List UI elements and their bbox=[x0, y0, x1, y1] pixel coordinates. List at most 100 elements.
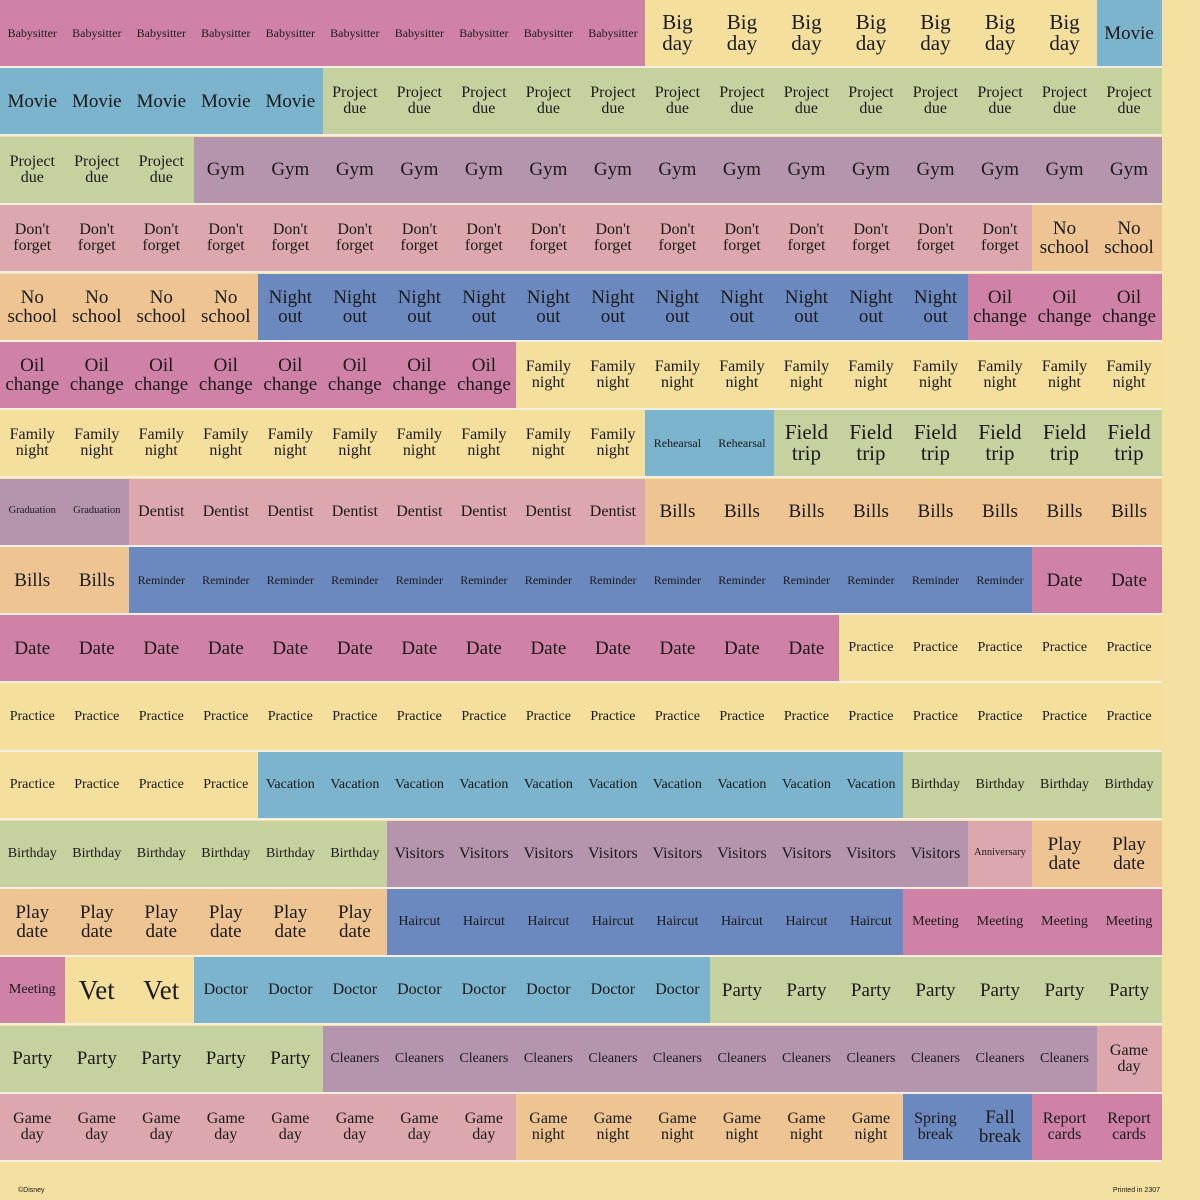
sticker-play-date[interactable]: Play date bbox=[258, 889, 323, 955]
sticker-birthday[interactable]: Birthday bbox=[323, 821, 388, 887]
sticker-game-day[interactable]: Game day bbox=[387, 1094, 452, 1160]
sticker-meeting[interactable]: Meeting bbox=[1032, 889, 1097, 955]
sticker-cleaners[interactable]: Cleaners bbox=[839, 1026, 904, 1092]
sticker-family-night[interactable]: Family night bbox=[258, 410, 323, 476]
sticker-dentist[interactable]: Dentist bbox=[581, 479, 646, 545]
sticker-reminder[interactable]: Reminder bbox=[323, 547, 388, 613]
sticker-cleaners[interactable]: Cleaners bbox=[516, 1026, 581, 1092]
sticker-gym[interactable]: Gym bbox=[645, 137, 710, 203]
sticker-oil-change[interactable]: Oil change bbox=[129, 342, 194, 408]
sticker-date[interactable]: Date bbox=[323, 615, 388, 681]
sticker-movie[interactable]: Movie bbox=[194, 68, 259, 134]
sticker-visitors[interactable]: Visitors bbox=[387, 821, 452, 887]
sticker-project-due[interactable]: Project due bbox=[323, 68, 388, 134]
sticker-visitors[interactable]: Visitors bbox=[903, 821, 968, 887]
sticker-dentist[interactable]: Dentist bbox=[387, 479, 452, 545]
sticker-no-school[interactable]: No school bbox=[1097, 205, 1162, 271]
sticker-date[interactable]: Date bbox=[645, 615, 710, 681]
sticker-gym[interactable]: Gym bbox=[710, 137, 775, 203]
sticker-don-t-forget[interactable]: Don't forget bbox=[903, 205, 968, 271]
sticker-oil-change[interactable]: Oil change bbox=[1032, 274, 1097, 340]
sticker-bills[interactable]: Bills bbox=[710, 479, 775, 545]
sticker-project-due[interactable]: Project due bbox=[1097, 68, 1162, 134]
sticker-doctor[interactable]: Doctor bbox=[194, 957, 259, 1023]
sticker-oil-change[interactable]: Oil change bbox=[323, 342, 388, 408]
sticker-vacation[interactable]: Vacation bbox=[258, 752, 323, 818]
sticker-practice[interactable]: Practice bbox=[710, 684, 775, 750]
sticker-birthday[interactable]: Birthday bbox=[0, 821, 65, 887]
sticker-meeting[interactable]: Meeting bbox=[1097, 889, 1162, 955]
sticker-date[interactable]: Date bbox=[710, 615, 775, 681]
sticker-vacation[interactable]: Vacation bbox=[452, 752, 517, 818]
sticker-game-night[interactable]: Game night bbox=[774, 1094, 839, 1160]
sticker-game-day[interactable]: Game day bbox=[129, 1094, 194, 1160]
sticker-cleaners[interactable]: Cleaners bbox=[968, 1026, 1033, 1092]
sticker-game-day[interactable]: Game day bbox=[194, 1094, 259, 1160]
sticker-haircut[interactable]: Haircut bbox=[710, 889, 775, 955]
sticker-project-due[interactable]: Project due bbox=[1032, 68, 1097, 134]
sticker-birthday[interactable]: Birthday bbox=[194, 821, 259, 887]
sticker-game-night[interactable]: Game night bbox=[839, 1094, 904, 1160]
sticker-big-day[interactable]: Big day bbox=[774, 0, 839, 66]
sticker-rehearsal[interactable]: Rehearsal bbox=[645, 410, 710, 476]
sticker-date[interactable]: Date bbox=[452, 615, 517, 681]
sticker-big-day[interactable]: Big day bbox=[903, 0, 968, 66]
sticker-movie[interactable]: Movie bbox=[0, 68, 65, 134]
sticker-oil-change[interactable]: Oil change bbox=[65, 342, 130, 408]
sticker-night-out[interactable]: Night out bbox=[387, 274, 452, 340]
sticker-gym[interactable]: Gym bbox=[1097, 137, 1162, 203]
sticker-don-t-forget[interactable]: Don't forget bbox=[645, 205, 710, 271]
sticker-vacation[interactable]: Vacation bbox=[710, 752, 775, 818]
sticker-big-day[interactable]: Big day bbox=[839, 0, 904, 66]
sticker-vacation[interactable]: Vacation bbox=[387, 752, 452, 818]
sticker-play-date[interactable]: Play date bbox=[194, 889, 259, 955]
sticker-practice[interactable]: Practice bbox=[903, 615, 968, 681]
sticker-visitors[interactable]: Visitors bbox=[710, 821, 775, 887]
sticker-practice[interactable]: Practice bbox=[323, 684, 388, 750]
sticker-doctor[interactable]: Doctor bbox=[387, 957, 452, 1023]
sticker-family-night[interactable]: Family night bbox=[1097, 342, 1162, 408]
sticker-game-night[interactable]: Game night bbox=[516, 1094, 581, 1160]
sticker-babysitter[interactable]: Babysitter bbox=[581, 0, 646, 66]
sticker-don-t-forget[interactable]: Don't forget bbox=[581, 205, 646, 271]
sticker-gym[interactable]: Gym bbox=[581, 137, 646, 203]
sticker-practice[interactable]: Practice bbox=[581, 684, 646, 750]
sticker-visitors[interactable]: Visitors bbox=[774, 821, 839, 887]
sticker-reminder[interactable]: Reminder bbox=[581, 547, 646, 613]
sticker-game-day[interactable]: Game day bbox=[0, 1094, 65, 1160]
sticker-play-date[interactable]: Play date bbox=[1032, 821, 1097, 887]
sticker-practice[interactable]: Practice bbox=[65, 684, 130, 750]
sticker-family-night[interactable]: Family night bbox=[581, 410, 646, 476]
sticker-field-trip[interactable]: Field trip bbox=[903, 410, 968, 476]
sticker-dentist[interactable]: Dentist bbox=[452, 479, 517, 545]
sticker-haircut[interactable]: Haircut bbox=[387, 889, 452, 955]
sticker-party[interactable]: Party bbox=[194, 1026, 259, 1092]
sticker-babysitter[interactable]: Babysitter bbox=[452, 0, 517, 66]
sticker-bills[interactable]: Bills bbox=[903, 479, 968, 545]
sticker-reminder[interactable]: Reminder bbox=[194, 547, 259, 613]
sticker-cleaners[interactable]: Cleaners bbox=[581, 1026, 646, 1092]
sticker-play-date[interactable]: Play date bbox=[1097, 821, 1162, 887]
sticker-oil-change[interactable]: Oil change bbox=[0, 342, 65, 408]
sticker-haircut[interactable]: Haircut bbox=[645, 889, 710, 955]
sticker-don-t-forget[interactable]: Don't forget bbox=[258, 205, 323, 271]
sticker-party[interactable]: Party bbox=[968, 957, 1033, 1023]
sticker-practice[interactable]: Practice bbox=[516, 684, 581, 750]
sticker-project-due[interactable]: Project due bbox=[0, 137, 65, 203]
sticker-birthday[interactable]: Birthday bbox=[65, 821, 130, 887]
sticker-reminder[interactable]: Reminder bbox=[258, 547, 323, 613]
sticker-cleaners[interactable]: Cleaners bbox=[387, 1026, 452, 1092]
sticker-movie[interactable]: Movie bbox=[65, 68, 130, 134]
sticker-date[interactable]: Date bbox=[387, 615, 452, 681]
sticker-reminder[interactable]: Reminder bbox=[452, 547, 517, 613]
sticker-family-night[interactable]: Family night bbox=[0, 410, 65, 476]
sticker-party[interactable]: Party bbox=[1032, 957, 1097, 1023]
sticker-babysitter[interactable]: Babysitter bbox=[323, 0, 388, 66]
sticker-game-day[interactable]: Game day bbox=[323, 1094, 388, 1160]
sticker-movie[interactable]: Movie bbox=[129, 68, 194, 134]
sticker-play-date[interactable]: Play date bbox=[129, 889, 194, 955]
sticker-cleaners[interactable]: Cleaners bbox=[1032, 1026, 1097, 1092]
sticker-night-out[interactable]: Night out bbox=[258, 274, 323, 340]
sticker-graduation[interactable]: Graduation bbox=[0, 479, 65, 545]
sticker-meeting[interactable]: Meeting bbox=[968, 889, 1033, 955]
